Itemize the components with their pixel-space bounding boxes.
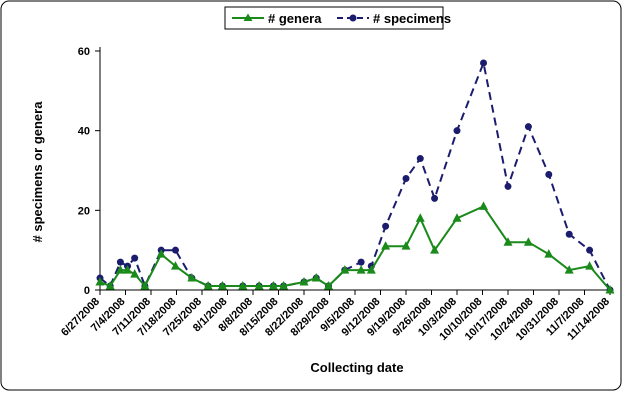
series-layer	[95, 59, 615, 294]
specimens-point-30	[565, 230, 573, 238]
genera-point-28	[523, 237, 533, 246]
genera-point-32	[605, 285, 615, 294]
specimens-point-19	[357, 258, 365, 266]
specimens-point-24	[431, 194, 439, 202]
genera-point-10	[217, 281, 227, 290]
genera-point-22	[401, 241, 411, 250]
genera-point-24	[430, 245, 440, 254]
genera-point-18	[340, 265, 350, 274]
genera-point-4	[130, 269, 140, 278]
y-tick-label-2: 40	[78, 126, 90, 138]
genera-point-14	[279, 281, 289, 290]
genera-point-11	[238, 281, 248, 290]
y-tick-label-0: 0	[84, 285, 90, 297]
genera-point-0	[95, 277, 105, 286]
specimens-point-31	[586, 246, 594, 254]
legend-specimens-marker	[349, 14, 357, 22]
y-axis-title: # specimens or genera	[30, 101, 45, 243]
specimens-point-25	[453, 127, 461, 135]
genera-point-26	[479, 201, 489, 210]
genera-point-2	[115, 265, 125, 274]
specimens-point-22	[402, 174, 410, 182]
x-axis-title: Collecting date	[310, 360, 403, 375]
genera-point-29	[544, 249, 554, 258]
specimens-point-4	[131, 254, 139, 262]
genera-point-17	[323, 281, 333, 290]
genera-point-27	[503, 237, 513, 246]
y-tick-label-1: 20	[78, 205, 90, 217]
genera-point-3	[123, 265, 133, 274]
genera-point-21	[381, 241, 391, 250]
genera-point-5	[140, 281, 150, 290]
specimens-point-26	[480, 59, 488, 67]
specimens-point-7	[171, 246, 179, 254]
genera-point-6	[156, 249, 166, 258]
genera-point-15	[299, 277, 309, 286]
legend-genera-label: # genera	[268, 11, 322, 26]
genera-point-30	[564, 265, 574, 274]
genera-point-25	[452, 213, 462, 222]
genera-point-31	[585, 261, 595, 270]
specimens-point-27	[504, 182, 512, 190]
genera-point-1	[105, 281, 115, 290]
genera-point-12	[254, 281, 264, 290]
genera-point-8	[187, 273, 197, 282]
genera-point-20	[366, 265, 376, 274]
genera-point-9	[203, 281, 213, 290]
specimens-point-21	[382, 222, 390, 230]
specimens-point-28	[524, 123, 532, 131]
y-tick-label-3: 60	[78, 46, 90, 58]
legend-genera-marker	[243, 13, 253, 21]
genera-point-7	[170, 261, 180, 270]
genera-point-13	[268, 281, 278, 290]
genera-point-19	[356, 265, 366, 274]
legend: # genera # specimens	[224, 6, 451, 30]
specimens-point-29	[545, 170, 553, 178]
axes	[95, 47, 611, 295]
specimens-point-2	[116, 258, 124, 266]
specimens-point-23	[416, 155, 424, 163]
legend-box	[224, 6, 444, 30]
legend-specimens-label: # specimens	[373, 11, 451, 26]
genera-point-16	[311, 273, 321, 282]
genera-point-23	[415, 213, 425, 222]
